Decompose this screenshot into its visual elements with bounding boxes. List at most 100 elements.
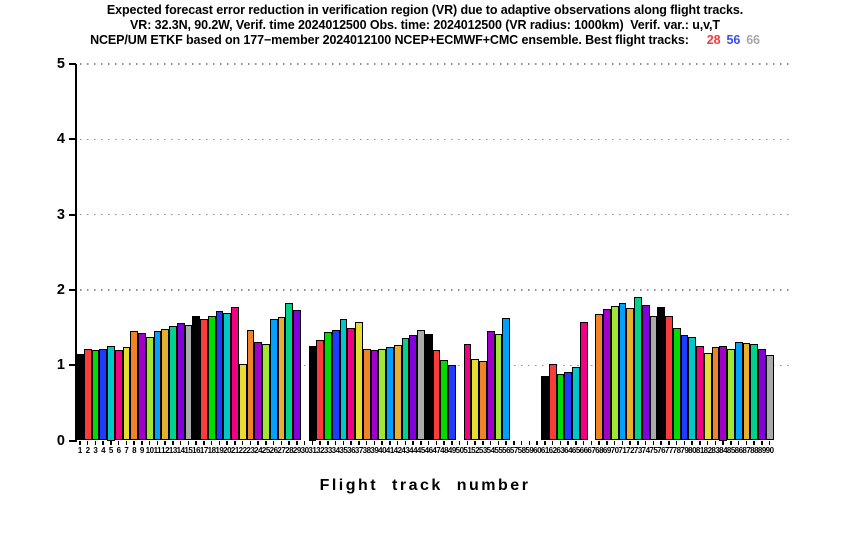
chart-title-line3-text: NCEP/UM ETKF based on 177−member 2024012…: [90, 33, 689, 47]
bar-track-66: [579, 321, 588, 441]
x-tick-label-5: 5: [108, 446, 113, 455]
bar-track-10: [145, 336, 154, 441]
bar-track-49: [448, 365, 456, 441]
bar-track-76: [657, 307, 665, 441]
bar-track-17: [200, 318, 208, 441]
x-tick-label-65: 65: [571, 446, 580, 455]
bar-track-72: [626, 307, 634, 441]
bar-track-65: [572, 367, 580, 441]
bar-track-46: [424, 333, 433, 441]
x-tick-label-66: 66: [579, 446, 588, 455]
x-tick-label-73: 73: [633, 446, 642, 455]
x-tick-label-69: 69: [602, 446, 611, 455]
x-tick-16: [195, 440, 197, 445]
bar-track-62: [548, 363, 557, 441]
bar-track-80: [688, 336, 696, 441]
x-tick-59: [528, 440, 531, 445]
x-tick-label-40: 40: [378, 446, 387, 455]
x-tick-6: [117, 440, 120, 445]
bar-track-79: [680, 335, 689, 441]
gridline-y-5: [80, 63, 790, 65]
bar-track-27: [277, 317, 286, 441]
x-tick-label-39: 39: [370, 446, 379, 455]
bar-track-28: [285, 302, 293, 441]
x-tick-label-72: 72: [626, 446, 635, 455]
x-tick-label-28: 28: [285, 446, 294, 455]
x-tick-label-86: 86: [734, 446, 743, 455]
x-tick-60: [536, 440, 538, 445]
chart-title-line2: VR: 32.3N, 90.2W, Verif. time 2024012500…: [130, 18, 720, 32]
x-tick-label-11: 11: [153, 446, 162, 455]
x-tick-12: [164, 440, 166, 445]
x-tick-67: [590, 440, 593, 445]
x-tick-label-21: 21: [230, 446, 239, 455]
bar-track-63: [556, 374, 565, 441]
x-tick-39: [373, 440, 376, 445]
x-tick-label-47: 47: [432, 446, 441, 455]
x-tick-label-33: 33: [323, 446, 332, 455]
x-tick-label-49: 49: [447, 446, 456, 455]
x-tick-label-59: 59: [525, 446, 534, 455]
x-tick-label-37: 37: [354, 446, 363, 455]
x-tick-22: [241, 440, 244, 445]
bar-track-20: [223, 313, 231, 441]
x-tick-31: [311, 440, 314, 445]
bar-track-2: [83, 348, 92, 441]
x-tick-85: [730, 440, 732, 445]
bar-track-32: [316, 340, 324, 441]
x-tick-11: [156, 440, 159, 445]
x-tick-label-87: 87: [742, 446, 751, 455]
x-tick-54: [489, 440, 492, 445]
bar-track-81: [696, 345, 704, 441]
x-tick-80: [691, 440, 693, 445]
bar-track-37: [355, 321, 363, 441]
bar-track-42: [393, 344, 402, 441]
bar-track-29: [293, 310, 301, 441]
bar-track-47: [432, 350, 441, 441]
y-tick-4: [68, 138, 76, 141]
x-tick-38: [365, 440, 368, 445]
x-tick-49: [451, 440, 453, 445]
bar-track-51: [463, 344, 472, 441]
bar-track-71: [618, 302, 627, 441]
x-tick-label-30: 30: [300, 446, 309, 455]
y-tick-label-4: 4: [56, 131, 65, 148]
x-tick-19: [218, 440, 221, 445]
x-tick-51: [466, 440, 469, 445]
gridline-y-3: [80, 213, 790, 216]
x-tick-71: [621, 440, 624, 445]
x-tick-62: [551, 440, 554, 445]
x-tick-86: [737, 440, 740, 445]
x-tick-label-41: 41: [385, 446, 394, 455]
bar-track-52: [471, 359, 479, 441]
x-tick-label-42: 42: [393, 446, 402, 455]
x-tick-label-58: 58: [517, 446, 526, 455]
x-tick-label-38: 38: [362, 446, 371, 455]
x-tick-89: [761, 440, 763, 445]
x-tick-label-56: 56: [502, 446, 511, 455]
x-tick-73: [637, 440, 639, 445]
x-tick-label-77: 77: [664, 446, 673, 455]
x-tick-label-45: 45: [416, 446, 425, 455]
y-tick-label-1: 1: [56, 357, 65, 374]
bar-track-41: [386, 347, 394, 441]
x-tick-2: [86, 440, 89, 445]
x-tick-47: [435, 440, 438, 445]
x-tick-label-83: 83: [711, 446, 720, 455]
bar-track-74: [641, 304, 650, 441]
bar-track-13: [169, 326, 177, 441]
x-tick-23: [249, 440, 252, 445]
x-tick-7: [125, 440, 128, 445]
bar-track-77: [665, 316, 673, 441]
x-tick-label-4: 4: [101, 446, 106, 455]
x-tick-label-85: 85: [726, 446, 735, 455]
x-tick-label-9: 9: [139, 446, 144, 455]
bar-track-34: [331, 329, 340, 441]
x-tick-43: [404, 440, 407, 445]
x-tick-87: [745, 440, 748, 445]
x-tick-label-61: 61: [540, 446, 549, 455]
x-tick-label-18: 18: [207, 446, 216, 455]
x-tick-14: [179, 440, 182, 445]
x-tick-36: [350, 440, 352, 445]
